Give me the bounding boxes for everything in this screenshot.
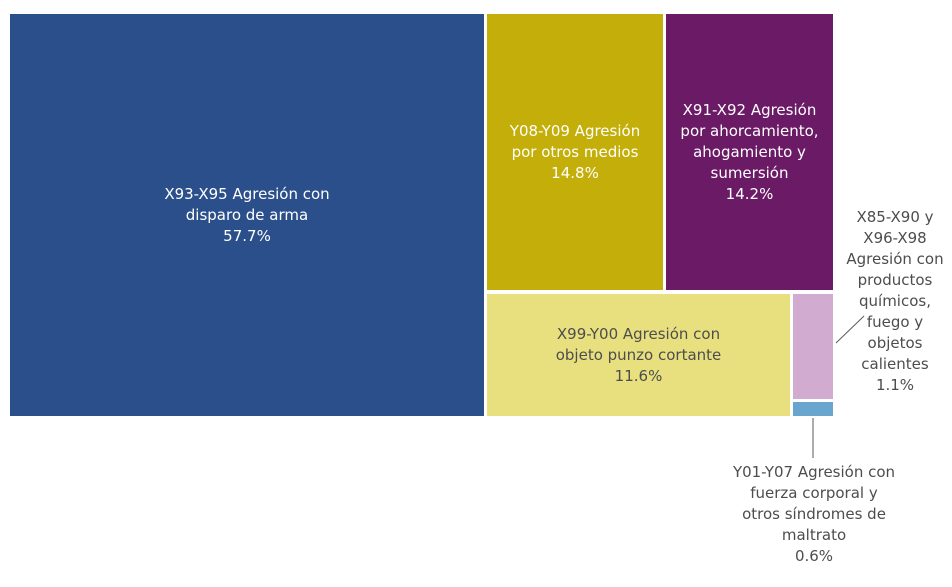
label-line: calientes: [861, 355, 929, 373]
treemap-cell-2: [487, 14, 663, 290]
label-line: maltrato: [781, 526, 847, 544]
treemap-cell-3: [666, 14, 833, 290]
label-line: fuerza corporal y: [750, 484, 878, 502]
callout-leader-line-5: [835, 315, 865, 344]
label-line: Y01-Y07 Agresión con: [732, 463, 896, 481]
treemap-cell-1: [10, 14, 484, 416]
label-line: objetos: [867, 334, 923, 352]
label-line: Agresión con: [846, 250, 944, 268]
value-label: 0.6%: [794, 547, 834, 565]
label-line: productos: [857, 271, 933, 289]
value-label: 1.1%: [875, 376, 915, 394]
label-line: químicos,: [859, 292, 931, 310]
callout-label-5: X85-X90 y X96-X98 Agresión con productos quí…: [838, 207, 952, 396]
callout-label-6: Y01-Y07 Agresión con fuerza corporal y otr…: [692, 462, 936, 567]
treemap-cell-5: [793, 294, 833, 399]
label-line: otros síndromes de: [742, 505, 886, 523]
treemap-cell-4: [487, 294, 790, 416]
label-line: X85-X90 y: [856, 208, 934, 226]
label-line: fuego y: [866, 313, 924, 331]
treemap-cell-6: [793, 402, 833, 416]
label-line: X96-X98: [863, 229, 927, 247]
